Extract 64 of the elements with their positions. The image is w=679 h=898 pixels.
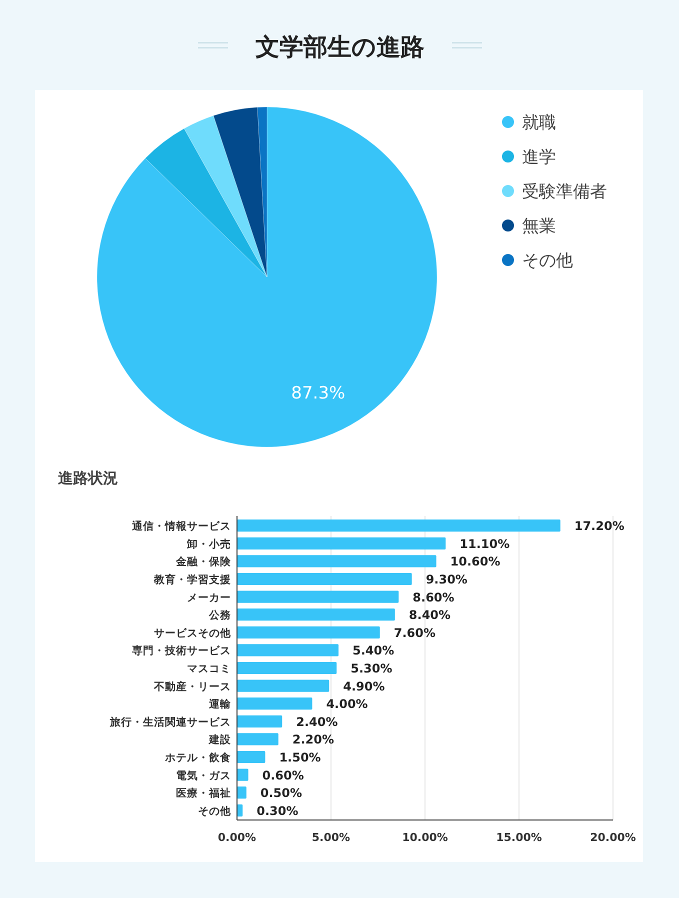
y-tick-label: 教育・学習支援 [153, 573, 231, 586]
y-tick-label: サービスその他 [154, 626, 232, 640]
y-tick-label: マスコミ [187, 663, 231, 675]
y-tick-label: 専門・技術サービス [131, 644, 231, 658]
legend-label: 就職 [522, 113, 556, 133]
y-tick-label: ホテル・飲食 [164, 750, 231, 764]
y-tick-label: 公務 [208, 608, 231, 622]
y-tick-label: 卸・小売 [186, 537, 231, 550]
bar [237, 608, 395, 621]
data-label: 0.50% [260, 786, 302, 800]
legend-label: 進学 [522, 148, 556, 168]
data-label: 4.90% [343, 679, 385, 694]
data-label: 8.40% [408, 608, 451, 622]
data-label: 2.40% [296, 714, 338, 729]
x-tick-label: 5.00% [312, 831, 350, 844]
data-label: 11.10% [460, 536, 510, 551]
data-label: 17.20% [574, 519, 624, 534]
bar [237, 662, 337, 674]
data-label: 9.30% [426, 572, 468, 587]
legend-label: 受験準備者 [522, 182, 607, 202]
data-label: 5.30% [350, 662, 392, 676]
data-label: 0.60% [262, 768, 304, 782]
legend-label: その他 [522, 251, 573, 271]
data-label: 1.50% [279, 750, 321, 764]
y-tick-label: 医療・福祉 [176, 786, 231, 800]
bar [237, 520, 560, 532]
bar [237, 572, 412, 586]
x-tick-label: 0.00% [218, 831, 256, 844]
bar [237, 555, 436, 568]
data-label: 8.60% [412, 590, 454, 604]
bar [237, 537, 446, 550]
bar [237, 590, 399, 603]
data-label: 5.40% [352, 644, 394, 658]
bar [237, 733, 278, 746]
legend-label: 無業 [522, 216, 556, 236]
data-label: 10.60% [450, 554, 500, 569]
bar [237, 715, 282, 728]
y-tick-label: その他 [198, 804, 232, 818]
x-tick-label: 20.00% [590, 831, 636, 844]
pie-slice [96, 106, 438, 448]
bar [237, 698, 312, 710]
bar [237, 768, 248, 781]
x-tick-label: 15.00% [496, 831, 542, 844]
data-label: 2.20% [292, 732, 334, 747]
data-label: 0.30% [256, 804, 298, 818]
data-label: 87.3% [291, 383, 346, 404]
y-tick-label: 電気・ガス [176, 770, 231, 782]
x-tick-label: 10.00% [402, 831, 448, 844]
bar [237, 626, 380, 638]
y-tick-label: 通信・情報サービス [131, 520, 231, 533]
text: 進路状況 [57, 469, 118, 487]
y-tick-label: 運輸 [208, 698, 232, 711]
bar [237, 644, 339, 656]
y-tick-label: 不動産・リース [153, 680, 231, 693]
y-tick-label: 金融・保険 [175, 555, 232, 568]
bar [237, 786, 246, 799]
y-tick-label: 建設 [208, 733, 232, 746]
data-label: 4.00% [326, 697, 368, 712]
bar [237, 680, 330, 692]
y-tick-label: 旅行・生活関連サービス [109, 715, 231, 728]
data-label: 7.60% [394, 626, 436, 640]
chart-title: 文学部生の進路 [256, 33, 424, 61]
bar [237, 750, 266, 764]
y-tick-label: メーカー [187, 592, 231, 604]
